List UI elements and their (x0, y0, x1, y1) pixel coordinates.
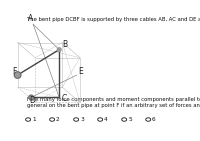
Circle shape (29, 95, 33, 100)
Text: C: C (61, 94, 67, 103)
Text: E: E (78, 67, 83, 76)
Text: F: F (12, 67, 16, 76)
Text: 1: 1 (32, 117, 36, 122)
Text: How many force components and moment components parallel to the x–axis, y–axis a: How many force components and moment com… (27, 97, 200, 108)
Text: 6: 6 (152, 117, 156, 122)
Circle shape (14, 72, 21, 78)
Text: A: A (27, 14, 33, 23)
Text: D: D (30, 96, 35, 105)
Text: 3: 3 (80, 117, 84, 122)
Text: 4: 4 (104, 117, 108, 122)
Text: 2: 2 (56, 117, 60, 122)
Text: The bent pipe DCBF is supported by three cables AB, AC and DE and a ball-and-soc: The bent pipe DCBF is supported by three… (27, 17, 200, 22)
Text: B: B (62, 40, 67, 49)
Text: 5: 5 (128, 117, 132, 122)
Circle shape (57, 48, 61, 51)
